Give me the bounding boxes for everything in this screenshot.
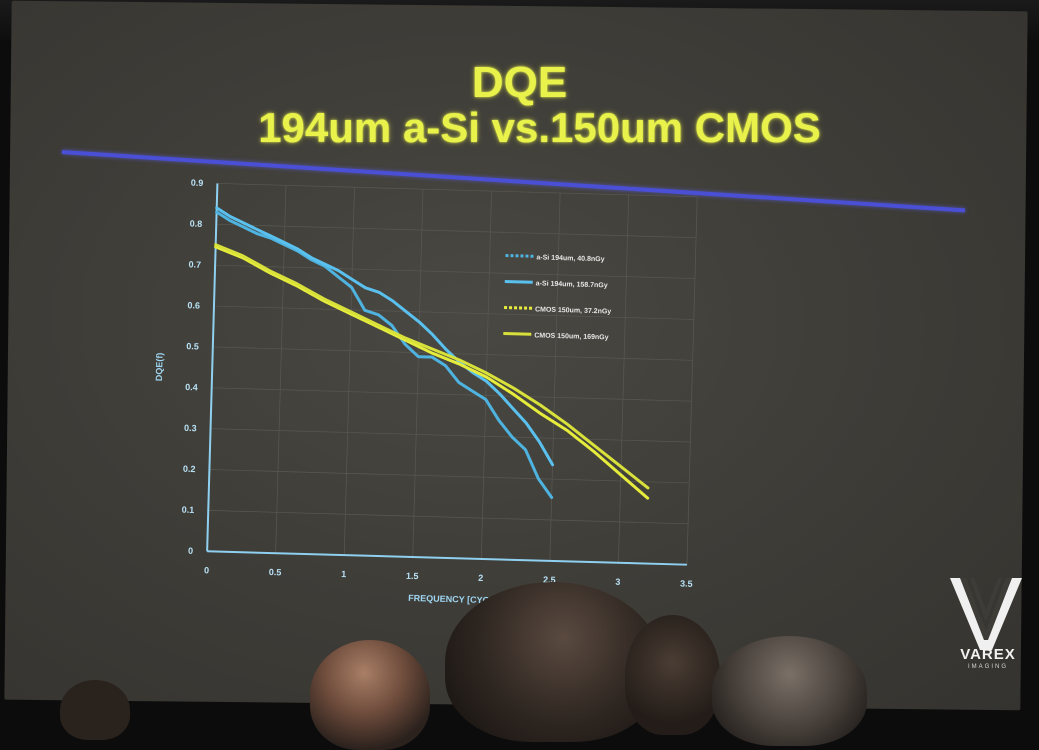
x-tick-labels: 0 0.5 1 1.5 2 2.5 3 3.5	[204, 565, 693, 589]
x-tick-label: 0	[204, 565, 209, 575]
audience-head	[60, 680, 130, 740]
grid-line-y	[216, 223, 697, 239]
grid-line-y	[215, 264, 695, 279]
y-tick-label: 0.7	[188, 259, 201, 269]
grid-line-y	[211, 387, 692, 402]
grid-line-y	[208, 510, 689, 525]
y-tick-label: 0.6	[187, 300, 200, 310]
legend-swatch	[505, 254, 534, 258]
y-tick-label: 0.9	[191, 178, 204, 188]
series-line	[215, 206, 555, 467]
grid-line-y	[212, 346, 693, 361]
logo-subtext: IMAGING	[967, 664, 1008, 670]
slide-title: DQE	[471, 58, 568, 107]
x-tick-label: 1.5	[406, 571, 419, 581]
series-lines	[214, 206, 650, 500]
y-tick-label: 0	[188, 546, 193, 556]
grid-line-x	[343, 187, 355, 556]
chart-legend: a-Si 194um, 40.8nGy a-Si 194um, 158.7nGy C…	[503, 254, 612, 341]
audience-head	[310, 640, 430, 750]
x-tick-label: 2	[478, 573, 483, 583]
grid-line-x	[618, 194, 630, 563]
legend-swatch	[503, 331, 532, 336]
legend-swatch	[504, 279, 533, 284]
grid-line-x	[686, 196, 698, 565]
series-line	[214, 245, 650, 500]
x-tick-label: 1	[341, 569, 346, 579]
y-tick-label: 0.3	[184, 423, 197, 433]
legend-label: a-Si 194um, 40.8nGy	[536, 254, 604, 263]
y-axis-label: DQE(f)	[154, 352, 165, 381]
x-axis	[207, 550, 687, 566]
y-tick-label: 0.4	[185, 382, 198, 392]
audience-head	[625, 615, 720, 735]
grid-line-y	[210, 428, 691, 443]
x-tick-label: 0.5	[269, 567, 282, 577]
legend-label: CMOS 150um, 169nGy	[534, 332, 609, 341]
x-tick-label: 3.5	[680, 579, 693, 589]
y-tick-label: 0.8	[190, 219, 203, 229]
x-tick-label: 3	[615, 577, 620, 587]
y-tick-label: 0.1	[182, 505, 195, 515]
x-tick-label: 2.5	[543, 575, 556, 585]
legend-swatch	[504, 305, 533, 310]
legend-label: CMOS 150um, 37.2nGy	[535, 306, 612, 315]
varex-logo-icon	[950, 578, 1022, 650]
slide-subtitle: 194um a-Si vs.150um CMOS	[258, 104, 821, 151]
grid-line-y	[213, 305, 694, 320]
grid-line-x	[549, 192, 561, 561]
grid-line-x	[480, 191, 492, 559]
logo-wordmark: VAREX	[960, 646, 1016, 663]
grid-line-y	[217, 183, 698, 198]
series-line	[214, 243, 650, 490]
legend-label: a-Si 194um, 158.7nGy	[536, 280, 608, 289]
audience-head	[712, 636, 867, 746]
y-axis	[206, 183, 219, 552]
series-line	[215, 210, 554, 499]
dqe-chart: 0 0.5 1 1.5 2 2.5 3 3.5 00.10.20.30.40.50.60.70…	[154, 178, 698, 606]
y-tick-labels: 0 0.1 0.2 0.3 0.4 0.5 0.6 0.7 0.8 0.9	[182, 178, 204, 556]
y-tick-label: 0.5	[186, 341, 199, 351]
grid-line-x	[412, 189, 424, 558]
grid-line-y	[209, 469, 690, 484]
y-tick-label: 0.2	[183, 464, 196, 474]
grid-line-x	[275, 185, 287, 554]
